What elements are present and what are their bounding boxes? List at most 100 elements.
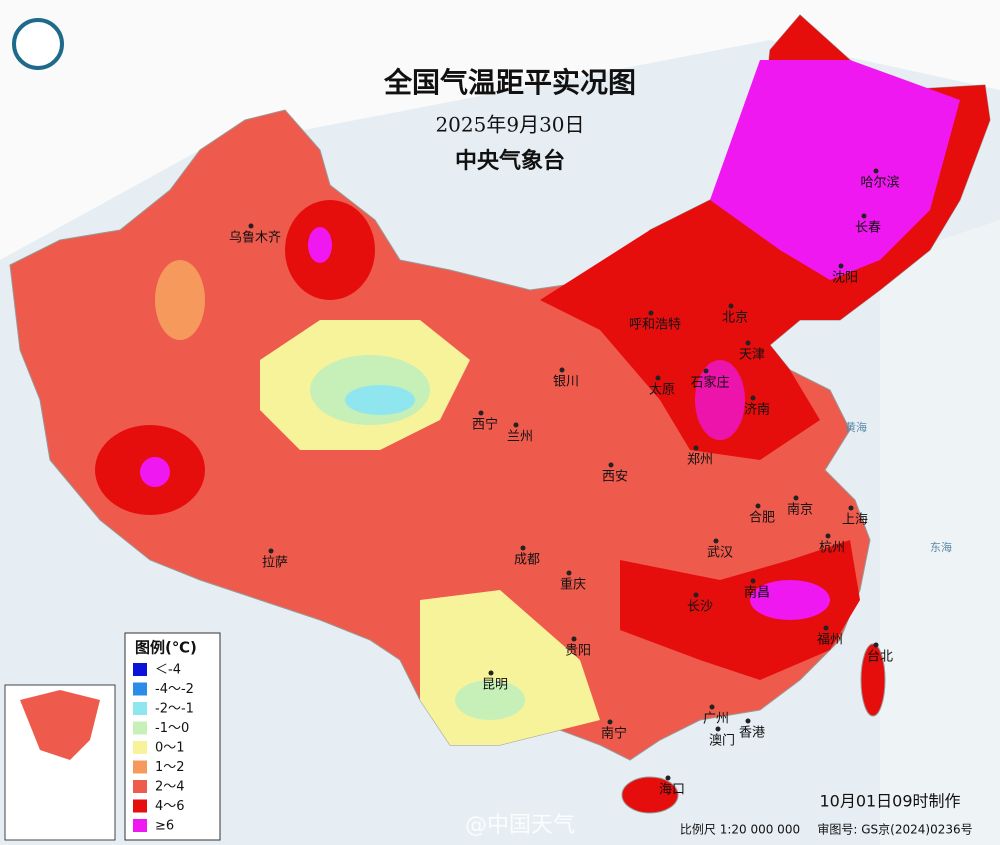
city-label: 太原	[649, 383, 675, 398]
city-dot	[655, 375, 661, 381]
city-dot	[709, 704, 715, 710]
city-dot	[665, 775, 671, 781]
legend-label: 4～6	[155, 799, 185, 814]
city-label: 杭州	[819, 541, 845, 556]
city-dot	[520, 545, 526, 551]
city-label: 郑州	[687, 453, 713, 468]
approval: 审图号: GS京(2024)0236号	[817, 822, 972, 837]
city-dot	[745, 718, 751, 724]
legend-label: 1～2	[155, 760, 185, 775]
city-label: 昆明	[482, 678, 508, 693]
legend-label: 2～4	[155, 780, 185, 795]
city-label: 南京	[787, 502, 813, 518]
city-label: 广州	[703, 712, 729, 727]
city-label: 上海	[842, 513, 868, 528]
city-label: 南昌	[744, 585, 770, 601]
city-label: 银川	[553, 375, 579, 390]
city-label: 合肥	[749, 511, 775, 526]
city-dot	[873, 168, 879, 174]
city-label: 台北	[867, 650, 893, 665]
city-label: 武汉	[707, 546, 733, 561]
city-dot	[268, 548, 274, 554]
city-label: 长春	[855, 221, 881, 236]
city-dot	[728, 303, 734, 309]
city-label: 福州	[817, 633, 843, 648]
sea-label: 东海	[930, 540, 952, 554]
made-time: 10月01日09时制作	[819, 792, 960, 811]
china-map	[9, 14, 991, 814]
city-dot	[571, 636, 577, 642]
city-dot	[607, 719, 613, 725]
land-neighbor	[880, 220, 1000, 845]
inset-land	[20, 690, 100, 760]
city-label: 贵阳	[565, 644, 591, 659]
city-dot	[488, 670, 494, 676]
city-label: 乌鲁木齐	[229, 230, 281, 246]
city-dot	[848, 505, 854, 511]
map-date: 2025年9月30日	[435, 113, 584, 137]
legend-label: ≥6	[155, 819, 174, 834]
city-label: 长沙	[687, 600, 713, 615]
legend-title: 图例(℃)	[135, 639, 197, 657]
legend-swatch	[133, 721, 147, 735]
city-dot	[608, 462, 614, 468]
city-dot	[750, 578, 756, 584]
city-dot	[825, 533, 831, 539]
city-dot	[648, 310, 654, 316]
city-label: 西安	[602, 470, 628, 485]
legend-swatch	[133, 819, 147, 832]
legend-swatch	[133, 663, 147, 676]
city-dot	[559, 367, 565, 373]
city-dot	[873, 642, 879, 648]
legend-label: -1～0	[155, 721, 189, 736]
city-dot	[823, 625, 829, 631]
legend-swatch	[133, 682, 147, 696]
city-dot	[750, 395, 756, 401]
legend-swatch	[133, 780, 147, 793]
city-dot	[745, 340, 751, 346]
city-dot	[755, 503, 761, 509]
city-label: 哈尔滨	[860, 175, 899, 191]
city-label: 拉萨	[262, 556, 288, 571]
city-dot	[693, 445, 699, 451]
city-dot	[838, 263, 844, 269]
city-label: 北京	[722, 311, 748, 326]
city-dot	[513, 422, 519, 428]
city-label: 呼和浩特	[629, 318, 681, 333]
city-dot	[703, 368, 709, 374]
watermark: @中国天气	[465, 813, 575, 838]
city-dot	[793, 495, 799, 501]
legend-label: ＜-4	[155, 663, 181, 678]
city-dot	[693, 592, 699, 598]
city-label: 天津	[739, 348, 765, 363]
legend-label: -4～-2	[155, 682, 194, 697]
land-neighbor	[0, 0, 1000, 260]
legend-swatch	[133, 702, 147, 715]
city-dot	[861, 213, 867, 219]
legend-label: -2～-1	[155, 702, 194, 717]
legend-swatch	[133, 760, 147, 774]
legend-items: ＜-4 -4～-2 -2～-1 -1～0 0～1 1～2 2～4 4～6 ≥6	[133, 663, 194, 834]
city-label: 香港	[739, 726, 765, 741]
legend-label: 0～1	[155, 741, 185, 756]
logo	[12, 18, 64, 70]
city-label: 澳门	[709, 733, 735, 749]
city-label: 南宁	[601, 726, 627, 742]
city-dot	[478, 410, 484, 416]
legend-swatch	[133, 741, 147, 754]
city-label: 石家庄	[690, 375, 729, 391]
map-title: 全国气温距平实况图	[383, 66, 636, 99]
city-dot	[715, 726, 721, 732]
city-label: 成都	[514, 553, 540, 568]
city-label: 重庆	[560, 577, 586, 593]
city-label: 济南	[744, 402, 770, 418]
city-label: 沈阳	[832, 271, 858, 286]
city-dot	[713, 538, 719, 544]
sea-label: 黄海	[845, 420, 867, 434]
map-issuer: 中央气象台	[455, 148, 565, 174]
city-label: 西宁	[472, 417, 498, 433]
city-label: 兰州	[507, 430, 533, 445]
city-label: 海口	[659, 783, 685, 798]
